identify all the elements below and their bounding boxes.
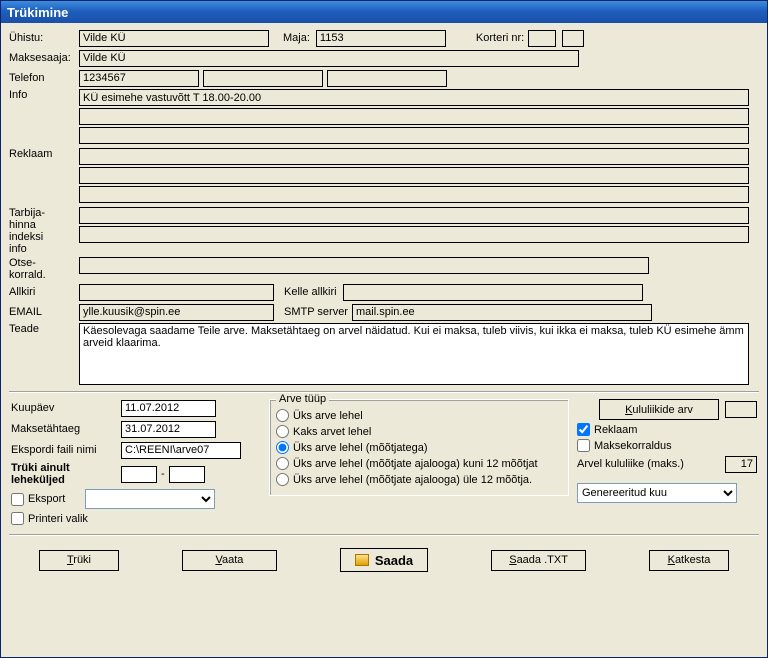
saada-txt-button[interactable]: Saada .TXT xyxy=(491,550,586,571)
window-title: Trükimine xyxy=(7,5,68,20)
label-maksetahtaeg: Maksetähtaeg xyxy=(11,423,121,435)
radio-r2-input[interactable] xyxy=(276,425,289,438)
label-ekspordi-faili: Ekspordi faili nimi xyxy=(11,444,121,456)
tarbija-stack xyxy=(79,207,759,245)
reklaam-checkbox[interactable] xyxy=(577,423,590,436)
telefon2-input[interactable] xyxy=(203,70,323,87)
label-reklaam: Reklaam xyxy=(9,148,79,160)
print-window: Trükimine Ühistu: Maja: Korteri nr: Maks… xyxy=(0,0,768,658)
label-kelle-allkiri: Kelle allkiri xyxy=(284,286,337,298)
label-korteri-nr: Korteri nr: xyxy=(476,32,524,44)
genereeritud-kuu-combo[interactable]: Genereeritud kuu xyxy=(577,483,737,503)
titlebar: Trükimine xyxy=(1,1,767,23)
maja-input[interactable] xyxy=(316,30,446,47)
radio-r2[interactable]: Kaks arvet lehel xyxy=(276,425,562,438)
telefon3-input[interactable] xyxy=(327,70,447,87)
dash-label: - xyxy=(161,468,165,480)
radio-r5-label: Üks arve lehel (mõõtjate ajalooga) üle 1… xyxy=(293,474,532,486)
radio-r4-input[interactable] xyxy=(276,457,289,470)
label-allkiri: Allkiri xyxy=(9,286,79,298)
label-truki-ainult: Trüki ainult leheküljed xyxy=(11,462,121,486)
maksetahtaeg-input[interactable] xyxy=(121,421,216,438)
label-printeri-valik: Printeri valik xyxy=(28,513,88,525)
korteri-nr-input[interactable] xyxy=(528,30,556,47)
radio-r4-label: Üks arve lehel (mõõtjate ajalooga) kuni … xyxy=(293,458,538,470)
kelle-allkiri-input[interactable] xyxy=(343,284,643,301)
maksesaaja-input[interactable] xyxy=(79,50,579,67)
korteri-extra-input[interactable] xyxy=(562,30,584,47)
label-maksesaaja: Maksesaaja: xyxy=(9,52,79,64)
reklaam1-input[interactable] xyxy=(79,148,749,165)
radio-r1-input[interactable] xyxy=(276,409,289,422)
printeri-valik-checkbox[interactable] xyxy=(11,512,24,525)
col-right: Kululiikide arv Reklaam Maksekorraldus A… xyxy=(577,399,757,528)
button-row: Trüki Vaata Saada Saada .TXT Katkesta xyxy=(9,542,759,572)
kuupaev-input[interactable] xyxy=(121,400,216,417)
truki-button[interactable]: Trüki xyxy=(39,550,119,571)
smtp-input[interactable] xyxy=(352,304,652,321)
email-input[interactable] xyxy=(79,304,274,321)
page-from-input[interactable] xyxy=(121,466,157,483)
page-to-input[interactable] xyxy=(169,466,205,483)
info-stack xyxy=(79,89,759,146)
info1-input[interactable] xyxy=(79,89,749,106)
arve-tuup-fieldset: Arve tüüp Üks arve lehel Kaks arvet lehe… xyxy=(269,399,569,496)
teade-textarea[interactable]: Käesolevaga saadame Teile arve. Maksetäh… xyxy=(79,323,749,385)
katkesta-button[interactable]: Katkesta xyxy=(649,550,729,571)
info2-input[interactable] xyxy=(79,108,749,125)
arvel-kululiike-input[interactable] xyxy=(725,456,757,473)
saada-button[interactable]: Saada xyxy=(340,548,428,572)
label-maja: Maja: xyxy=(283,32,310,44)
allkiri-input[interactable] xyxy=(79,284,274,301)
send-icon xyxy=(355,554,369,566)
radio-r2-label: Kaks arvet lehel xyxy=(293,426,371,438)
label-kuupaev: Kuupäev xyxy=(11,402,121,414)
label-email: EMAIL xyxy=(9,306,79,318)
uhistu-input[interactable] xyxy=(79,30,269,47)
reklaam-stack xyxy=(79,148,759,205)
radio-r5-input[interactable] xyxy=(276,473,289,486)
label-tarbija: Tarbija- hinna indeksi info xyxy=(9,207,79,255)
radio-r1[interactable]: Üks arve lehel xyxy=(276,409,562,422)
label-uhistu: Ühistu: xyxy=(9,32,79,44)
radio-r5[interactable]: Üks arve lehel (mõõtjate ajalooga) üle 1… xyxy=(276,473,562,486)
tarbija2-input[interactable] xyxy=(79,226,749,243)
label-reklaam-chk: Reklaam xyxy=(594,424,637,436)
kululiikide-arv-value[interactable] xyxy=(725,401,757,418)
label-telefon: Telefon xyxy=(9,72,79,84)
kululiikide-arv-button[interactable]: Kululiikide arv xyxy=(599,399,719,420)
telefon1-input[interactable] xyxy=(79,70,199,87)
label-arvel-kululiike: Arvel kululiike (maks.) xyxy=(577,458,684,470)
eksport-combo[interactable] xyxy=(85,489,215,509)
reklaam3-input[interactable] xyxy=(79,186,749,203)
saada-label: Saada xyxy=(375,553,413,568)
fieldset-title: Arve tüüp xyxy=(276,393,329,405)
col-mid: Arve tüüp Üks arve lehel Kaks arvet lehe… xyxy=(269,399,569,528)
label-maksekorraldus: Maksekorraldus xyxy=(594,440,672,452)
label-otsekorrald: Otse- korrald. xyxy=(9,257,79,281)
col-left: Kuupäev Maksetähtaeg Ekspordi faili nimi… xyxy=(11,399,261,528)
radio-r4[interactable]: Üks arve lehel (mõõtjate ajalooga) kuni … xyxy=(276,457,562,470)
label-smtp: SMTP server xyxy=(284,306,348,318)
radio-r3-label: Üks arve lehel (mõõtjatega) xyxy=(293,442,428,454)
tarbija1-input[interactable] xyxy=(79,207,749,224)
label-teade: Teade xyxy=(9,323,79,335)
radio-r1-label: Üks arve lehel xyxy=(293,410,363,422)
label-eksport: Eksport xyxy=(28,493,65,505)
radio-r3-input[interactable] xyxy=(276,441,289,454)
maksekorraldus-checkbox[interactable] xyxy=(577,439,590,452)
eksport-checkbox[interactable] xyxy=(11,493,24,506)
info3-input[interactable] xyxy=(79,127,749,144)
label-info: Info xyxy=(9,89,79,101)
kululiikide-arv-rest: ululiikide arv xyxy=(632,404,693,416)
ekspordi-faili-input[interactable] xyxy=(121,442,241,459)
otsekorrald-input[interactable] xyxy=(79,257,649,274)
reklaam2-input[interactable] xyxy=(79,167,749,184)
separator-2 xyxy=(9,534,759,536)
vaata-button[interactable]: Vaata xyxy=(182,550,277,571)
radio-r3[interactable]: Üks arve lehel (mõõtjatega) xyxy=(276,441,562,454)
separator xyxy=(9,391,759,393)
content-area: Ühistu: Maja: Korteri nr: Maksesaaja: Te… xyxy=(1,23,767,576)
bottom-panel: Kuupäev Maksetähtaeg Ekspordi faili nimi… xyxy=(9,399,759,528)
